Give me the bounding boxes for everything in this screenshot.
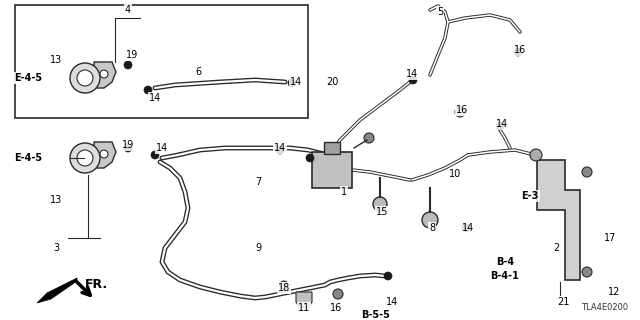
Text: 14: 14: [462, 223, 474, 233]
Polygon shape: [312, 152, 352, 188]
Text: 14: 14: [290, 77, 302, 87]
Text: 19: 19: [126, 50, 138, 60]
Text: 5: 5: [437, 7, 443, 17]
Text: 4: 4: [125, 5, 131, 15]
Bar: [15, 5, 308, 118]
Circle shape: [373, 197, 387, 211]
Circle shape: [496, 122, 504, 130]
Circle shape: [333, 289, 343, 299]
Circle shape: [364, 133, 374, 143]
Circle shape: [462, 224, 470, 232]
Polygon shape: [537, 160, 580, 280]
Polygon shape: [37, 278, 77, 303]
Text: 8: 8: [429, 223, 435, 233]
Text: B-4-1: B-4-1: [491, 271, 520, 281]
Text: FR.: FR.: [85, 278, 108, 292]
Text: 20: 20: [326, 77, 338, 87]
Circle shape: [582, 267, 592, 277]
Text: 19: 19: [122, 140, 134, 150]
Circle shape: [77, 150, 93, 166]
Circle shape: [276, 146, 284, 154]
Text: E-4-5: E-4-5: [14, 73, 42, 83]
Circle shape: [530, 149, 542, 161]
Text: 13: 13: [50, 195, 62, 205]
Polygon shape: [94, 62, 116, 88]
Text: 18: 18: [278, 283, 290, 293]
Text: 15: 15: [376, 207, 388, 217]
Text: 10: 10: [449, 169, 461, 179]
Circle shape: [514, 48, 522, 56]
Text: E-4-5: E-4-5: [14, 153, 42, 163]
Circle shape: [288, 79, 296, 87]
Circle shape: [77, 70, 93, 86]
Circle shape: [124, 61, 132, 69]
Text: 17: 17: [604, 233, 616, 243]
Text: 13: 13: [50, 55, 62, 65]
Text: B-5-5: B-5-5: [362, 310, 390, 320]
Text: 11: 11: [298, 303, 310, 313]
Circle shape: [151, 151, 159, 159]
Text: 2: 2: [553, 243, 559, 253]
Circle shape: [124, 144, 132, 152]
Circle shape: [384, 272, 392, 280]
Text: TLA4E0200: TLA4E0200: [581, 303, 628, 312]
Circle shape: [100, 150, 108, 158]
Circle shape: [422, 212, 438, 228]
Text: 16: 16: [456, 105, 468, 115]
Text: 7: 7: [255, 177, 261, 187]
Bar: [324, 142, 340, 154]
Text: E-3: E-3: [522, 191, 539, 201]
Text: 14: 14: [149, 93, 161, 103]
Text: 1: 1: [341, 187, 347, 197]
Circle shape: [455, 107, 465, 117]
Text: 6: 6: [195, 67, 201, 77]
Text: 14: 14: [406, 69, 418, 79]
Circle shape: [144, 86, 152, 94]
Text: 12: 12: [608, 287, 620, 297]
Text: 9: 9: [255, 243, 261, 253]
Circle shape: [280, 281, 288, 289]
Circle shape: [306, 154, 314, 162]
Text: 14: 14: [386, 297, 398, 307]
Circle shape: [582, 167, 592, 177]
Text: 16: 16: [330, 303, 342, 313]
Text: 3: 3: [53, 243, 59, 253]
Circle shape: [70, 63, 100, 93]
Text: 14: 14: [156, 143, 168, 153]
Text: 21: 21: [557, 297, 569, 307]
Circle shape: [100, 70, 108, 78]
Circle shape: [409, 76, 417, 84]
Circle shape: [70, 143, 100, 173]
Text: 16: 16: [514, 45, 526, 55]
Polygon shape: [296, 292, 312, 308]
Text: 14: 14: [274, 143, 286, 153]
Polygon shape: [94, 142, 116, 168]
Text: 14: 14: [496, 119, 508, 129]
Text: B-4: B-4: [496, 257, 514, 267]
